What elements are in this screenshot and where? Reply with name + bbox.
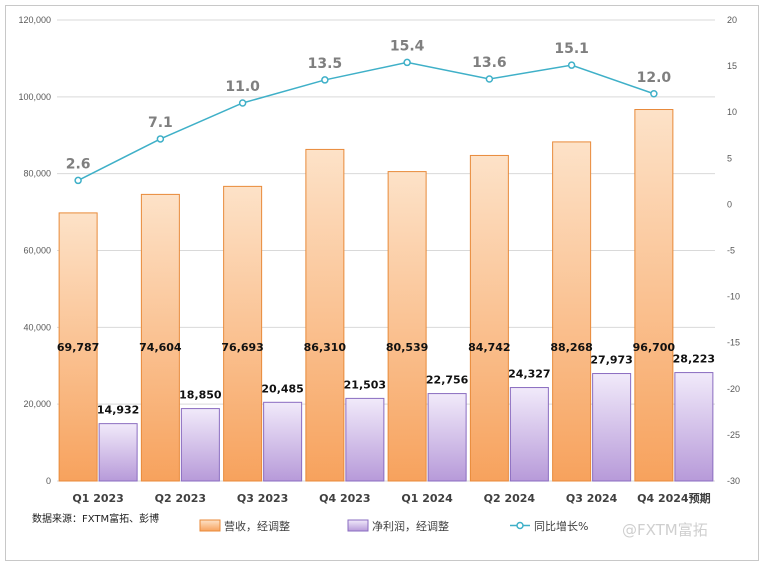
growth-point xyxy=(403,58,411,67)
bar-profit xyxy=(674,372,714,482)
data-label-growth: 7.1 xyxy=(148,115,173,131)
data-label-revenue: 76,693 xyxy=(221,341,263,354)
bar-profit xyxy=(345,397,385,482)
x-tick-label: Q1 2023 xyxy=(72,492,123,505)
data-label-growth: 12.0 xyxy=(637,70,672,86)
bars xyxy=(58,109,714,482)
data-label-profit: 24,327 xyxy=(508,368,550,381)
legend-swatch-growth-marker xyxy=(516,521,524,530)
y2-tick-label: -25 xyxy=(727,430,740,440)
data-label-profit: 28,223 xyxy=(673,353,715,366)
bar-profit xyxy=(98,423,138,482)
legend-label-profit: 净利润，经调整 xyxy=(372,519,449,533)
data-label-revenue: 69,787 xyxy=(57,341,99,354)
data-label-profit: 18,850 xyxy=(179,389,222,402)
growth-point xyxy=(321,76,329,84)
data-label-growth: 2.6 xyxy=(66,156,91,172)
y-tick-label: 0 xyxy=(46,476,51,486)
data-label-growth: 13.5 xyxy=(308,56,343,72)
y-tick-label: 100,000 xyxy=(18,92,51,102)
data-label-growth: 11.0 xyxy=(225,79,260,95)
y-axis-left: 0 20,000 40,000 60,000 80,000 100,000 120,000 xyxy=(18,15,51,486)
y-tick-label: 40,000 xyxy=(23,322,51,332)
growth-point xyxy=(485,75,494,83)
data-label-profit: 21,503 xyxy=(344,378,386,391)
bar-revenue xyxy=(140,193,180,482)
data-label-profit: 27,973 xyxy=(590,354,632,367)
bar-revenue xyxy=(223,185,263,482)
y2-tick-label: 10 xyxy=(727,107,737,117)
data-label-revenue: 80,539 xyxy=(386,341,428,354)
legend-label-revenue: 营收，经调整 xyxy=(224,519,290,533)
source-note: 数据来源：FXTM富拓、彭博 xyxy=(32,512,159,525)
x-tick-label: Q2 2023 xyxy=(155,492,206,505)
bar-profit xyxy=(427,393,467,482)
y-tick-label: 60,000 xyxy=(23,246,51,256)
growth-point xyxy=(238,99,247,107)
bar-revenue xyxy=(387,171,427,482)
data-label-revenue: 86,310 xyxy=(304,341,347,354)
bar-revenue xyxy=(552,141,592,482)
x-tick-label: Q4 2024预期 xyxy=(637,491,710,505)
y2-tick-label: -5 xyxy=(727,246,735,256)
y2-tick-label: 20 xyxy=(727,15,737,25)
x-tick-label: Q4 2023 xyxy=(319,492,370,505)
growth-point xyxy=(650,90,658,98)
bar-revenue xyxy=(58,212,98,482)
y2-tick-label: -30 xyxy=(727,476,740,486)
bar-revenue xyxy=(305,148,345,482)
y-tick-label: 120,000 xyxy=(18,15,51,25)
y2-tick-label: 15 xyxy=(727,61,737,71)
data-label-growth: 15.1 xyxy=(554,41,589,57)
legend-swatch-profit xyxy=(347,519,369,532)
legend-label-growth: 同比增长% xyxy=(534,519,588,533)
growth-point xyxy=(567,61,576,69)
data-label-revenue: 74,604 xyxy=(139,341,182,354)
watermark: @FXTM富拓 xyxy=(622,521,708,539)
data-label-revenue: 96,700 xyxy=(633,341,676,354)
growth-point xyxy=(156,135,165,143)
bar-profit xyxy=(180,408,220,482)
data-labels: 69,787 14,932 74,604 18,850 76,693 20,485 86,3… xyxy=(57,38,715,416)
data-label-revenue: 88,268 xyxy=(550,341,592,354)
growth-line-path xyxy=(77,61,655,182)
bar-revenue xyxy=(634,109,674,482)
data-label-growth: 15.4 xyxy=(390,38,425,54)
growth-line xyxy=(74,58,658,185)
y-tick-label: 80,000 xyxy=(23,169,51,179)
y2-tick-label: 5 xyxy=(727,153,732,163)
y2-tick-label: -10 xyxy=(727,292,740,302)
x-tick-label: Q3 2024 xyxy=(566,492,618,505)
x-axis: Q1 2023 Q2 2023 Q3 2023 Q4 2023 Q1 2024 Q2 20… xyxy=(72,491,710,505)
bar-revenue xyxy=(469,154,509,482)
growth-point xyxy=(74,176,82,185)
x-tick-label: Q1 2024 xyxy=(401,492,453,505)
bar-profit xyxy=(592,373,632,482)
legend: 营收，经调整 净利润，经调整 同比增长% xyxy=(199,519,588,533)
y2-tick-label: -15 xyxy=(727,338,740,348)
x-tick-label: Q2 2024 xyxy=(484,492,536,505)
bar-profit xyxy=(263,401,303,482)
data-label-profit: 14,932 xyxy=(97,404,139,417)
bar-profit xyxy=(509,387,549,482)
x-tick-label: Q3 2023 xyxy=(237,492,288,505)
data-label-growth: 13.6 xyxy=(472,55,507,71)
y-axis-right: -30 -25 -20 -15 -10 -5 0 5 10 15 20 xyxy=(727,15,740,486)
y2-tick-label: -20 xyxy=(727,384,740,394)
data-label-profit: 22,756 xyxy=(426,374,469,387)
legend-swatch-revenue xyxy=(199,519,221,532)
y-tick-label: 20,000 xyxy=(23,399,51,409)
data-label-revenue: 84,742 xyxy=(468,341,510,354)
y2-tick-label: 0 xyxy=(727,199,732,209)
data-label-profit: 20,485 xyxy=(261,382,303,395)
